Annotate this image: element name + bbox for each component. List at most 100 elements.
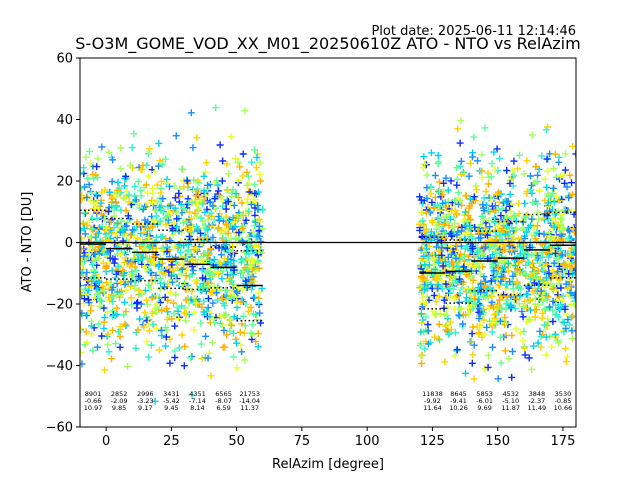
data-point bbox=[253, 259, 261, 267]
data-point bbox=[251, 181, 259, 189]
data-point bbox=[221, 286, 229, 294]
data-point bbox=[199, 200, 207, 208]
data-point bbox=[452, 329, 459, 337]
data-point bbox=[182, 272, 190, 280]
data-point bbox=[230, 353, 237, 361]
data-point bbox=[509, 285, 517, 293]
data-point bbox=[557, 284, 565, 292]
data-point bbox=[204, 279, 212, 287]
data-point bbox=[175, 315, 183, 323]
data-point bbox=[537, 333, 545, 341]
data-point bbox=[87, 197, 95, 205]
data-point bbox=[457, 157, 465, 165]
data-point bbox=[175, 189, 183, 197]
data-point bbox=[80, 196, 85, 204]
data-point bbox=[142, 245, 149, 253]
data-point bbox=[113, 304, 121, 312]
data-point bbox=[543, 183, 551, 191]
data-point bbox=[561, 261, 569, 269]
data-point bbox=[441, 258, 449, 266]
data-point bbox=[548, 343, 556, 351]
data-point bbox=[122, 286, 130, 294]
data-point bbox=[173, 215, 181, 223]
data-point bbox=[520, 327, 528, 335]
data-point bbox=[200, 187, 208, 195]
data-point bbox=[132, 266, 140, 274]
data-point bbox=[563, 183, 571, 191]
data-point bbox=[510, 212, 517, 220]
data-point bbox=[200, 172, 208, 180]
data-point bbox=[88, 322, 95, 330]
data-point bbox=[150, 216, 158, 224]
data-point bbox=[524, 283, 532, 290]
data-point bbox=[144, 320, 152, 328]
data-point bbox=[495, 206, 503, 214]
bin-count-label: 21753 bbox=[239, 390, 260, 398]
data-point bbox=[193, 244, 201, 252]
data-point bbox=[523, 157, 531, 165]
data-point bbox=[257, 319, 264, 327]
data-point bbox=[544, 190, 552, 198]
data-point bbox=[241, 356, 249, 364]
data-point bbox=[467, 215, 474, 223]
data-point bbox=[509, 272, 517, 280]
data-point bbox=[493, 275, 501, 283]
data-point bbox=[520, 302, 528, 310]
data-point bbox=[106, 254, 114, 262]
data-point bbox=[536, 187, 544, 195]
data-point bbox=[162, 342, 169, 350]
bin-std-label: 8.14 bbox=[190, 404, 204, 412]
data-point bbox=[531, 313, 539, 321]
data-point bbox=[566, 227, 574, 235]
data-point bbox=[549, 224, 557, 232]
data-point bbox=[442, 322, 450, 330]
data-point bbox=[423, 235, 430, 243]
bin-std-label: 9.45 bbox=[164, 404, 178, 412]
data-point bbox=[477, 220, 485, 228]
y-tick-label: −20 bbox=[46, 298, 73, 313]
data-point bbox=[457, 117, 465, 125]
data-point bbox=[222, 205, 230, 213]
data-point bbox=[464, 211, 472, 219]
data-point bbox=[435, 320, 443, 328]
data-point bbox=[458, 201, 466, 209]
data-point bbox=[166, 359, 174, 367]
data-point bbox=[172, 276, 180, 284]
data-point bbox=[145, 353, 153, 361]
data-point bbox=[498, 205, 506, 213]
data-point bbox=[179, 260, 187, 267]
data-point bbox=[119, 237, 127, 245]
data-point bbox=[446, 318, 454, 326]
data-point bbox=[549, 267, 557, 275]
data-point bbox=[475, 234, 483, 242]
data-point bbox=[421, 160, 428, 168]
data-point bbox=[532, 273, 540, 281]
data-point bbox=[469, 276, 477, 284]
data-point bbox=[534, 339, 542, 347]
bin-mean-label: -9.92 bbox=[424, 397, 441, 405]
data-point bbox=[210, 203, 218, 211]
data-point bbox=[249, 321, 257, 329]
data-point bbox=[461, 235, 469, 243]
data-point bbox=[446, 293, 454, 301]
data-point bbox=[453, 211, 460, 218]
data-point bbox=[549, 318, 557, 325]
data-point bbox=[221, 225, 229, 233]
data-point bbox=[171, 354, 179, 361]
data-point bbox=[109, 326, 116, 334]
data-point bbox=[416, 226, 424, 234]
data-point bbox=[235, 194, 242, 201]
data-point bbox=[447, 243, 455, 251]
data-point bbox=[464, 310, 472, 318]
data-point bbox=[116, 343, 124, 351]
data-point bbox=[145, 172, 153, 180]
bin-mean-label: -3.23 bbox=[137, 397, 154, 405]
data-point bbox=[257, 237, 265, 245]
data-point bbox=[533, 177, 541, 185]
data-point bbox=[155, 346, 163, 354]
data-point bbox=[517, 285, 524, 293]
data-point bbox=[180, 183, 188, 191]
data-point bbox=[238, 199, 246, 207]
data-point bbox=[424, 321, 432, 328]
data-point bbox=[174, 307, 182, 315]
